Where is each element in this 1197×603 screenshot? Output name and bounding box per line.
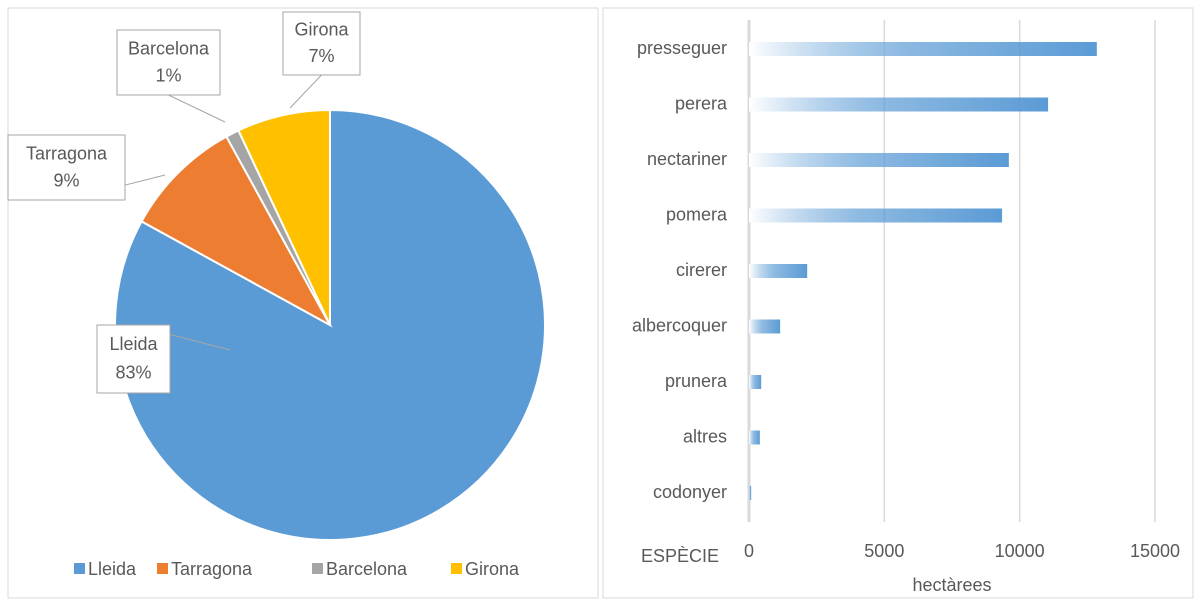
pie-slice (237, 108, 331, 326)
legend-swatch (74, 563, 85, 574)
bar (749, 486, 752, 500)
callout-box (282, 11, 361, 76)
x-tick-label: 15000 (1130, 541, 1180, 561)
legend-label: Lleida (88, 559, 137, 579)
data-label-name: Barcelona (128, 38, 210, 58)
y-axis-title: ESPÈCIE (641, 546, 719, 566)
legend-label: Girona (465, 559, 520, 579)
callout-box (116, 29, 221, 96)
y-tick-label: codonyer (653, 482, 727, 502)
leader-line (289, 74, 322, 109)
y-tick-label: nectariner (647, 149, 727, 169)
bar (749, 319, 781, 334)
y-tick-label: albercoquer (632, 315, 727, 335)
data-label-name: Tarragona (26, 143, 108, 163)
legend-label: Barcelona (326, 559, 408, 579)
x-tick-label: 10000 (995, 541, 1045, 561)
callout-box (96, 324, 171, 394)
legend-swatch (451, 563, 462, 574)
data-label-value: 9% (53, 171, 79, 191)
data-label-value: 7% (308, 46, 334, 66)
data-label-name: Girona (294, 20, 349, 40)
bar (749, 430, 760, 445)
pie-slice (140, 135, 333, 328)
x-tick-label: 0 (744, 541, 754, 561)
y-tick-label: presseguer (637, 38, 727, 58)
bar (749, 208, 1003, 223)
legend-label: Tarragona (171, 559, 253, 579)
legend-swatch (312, 563, 323, 574)
y-tick-label: altres (683, 426, 727, 446)
bar (749, 153, 1009, 167)
legend-swatch (157, 563, 168, 574)
y-tick-label: prunera (665, 371, 728, 391)
bar (749, 375, 762, 389)
x-tick-label: 5000 (864, 541, 904, 561)
y-tick-label: cirerer (676, 260, 727, 280)
x-axis-title: hectàrees (912, 575, 991, 595)
bar (749, 264, 808, 278)
bar (749, 97, 1049, 112)
leader-line (168, 94, 226, 123)
y-tick-label: perera (675, 93, 728, 113)
data-label-name: Lleida (109, 334, 158, 354)
data-label-value: 1% (155, 66, 181, 86)
y-tick-label: pomera (666, 204, 728, 224)
bar (749, 42, 1097, 56)
callout-box (7, 134, 126, 201)
data-label-value: 83% (115, 363, 151, 383)
